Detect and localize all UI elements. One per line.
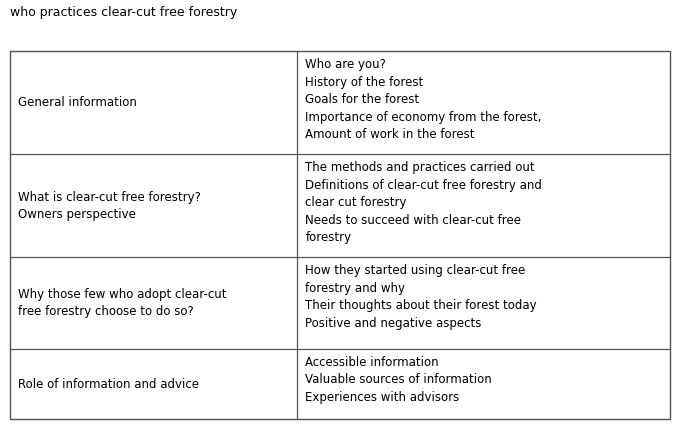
Text: Why those few who adopt clear-cut
free forestry choose to do so?: Why those few who adopt clear-cut free f… bbox=[18, 288, 227, 318]
Text: How they started using clear-cut free
forestry and why
Their thoughts about thei: How they started using clear-cut free fo… bbox=[305, 264, 537, 330]
Text: Accessible information
Valuable sources of information
Experiences with advisors: Accessible information Valuable sources … bbox=[305, 356, 492, 404]
Text: General information: General information bbox=[18, 96, 137, 109]
Text: Who are you?
History of the forest
Goals for the forest
Importance of economy fr: Who are you? History of the forest Goals… bbox=[305, 58, 542, 141]
Bar bbox=[10, 51, 670, 419]
Text: The methods and practices carried out
Definitions of clear-cut free forestry and: The methods and practices carried out De… bbox=[305, 161, 542, 244]
Text: What is clear-cut free forestry?
Owners perspective: What is clear-cut free forestry? Owners … bbox=[18, 190, 201, 221]
Text: who practices clear-cut free forestry: who practices clear-cut free forestry bbox=[10, 6, 237, 19]
Text: Role of information and advice: Role of information and advice bbox=[18, 377, 199, 391]
